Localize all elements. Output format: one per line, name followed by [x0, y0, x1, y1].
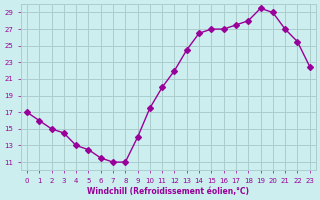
X-axis label: Windchill (Refroidissement éolien,°C): Windchill (Refroidissement éolien,°C) — [87, 187, 249, 196]
